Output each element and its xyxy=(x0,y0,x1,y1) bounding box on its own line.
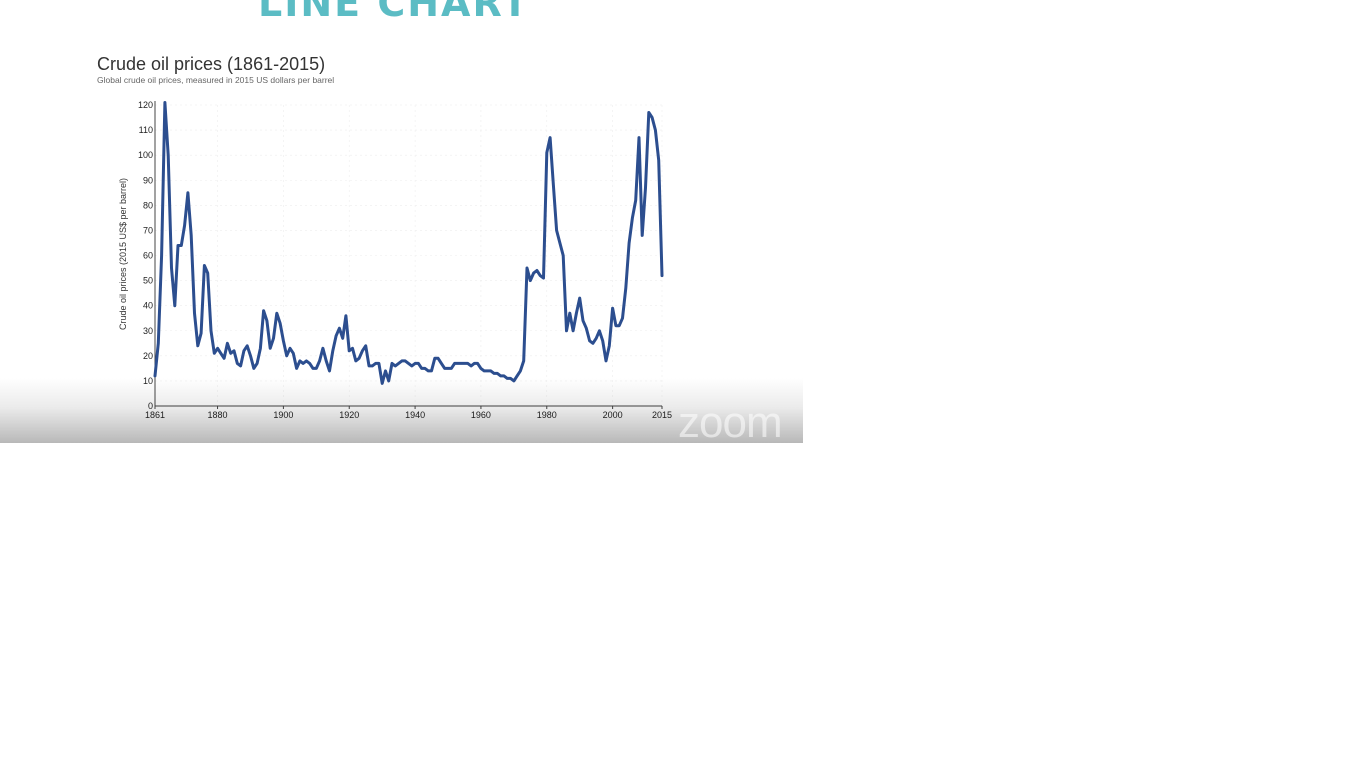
y-tick-label-2: 20 xyxy=(143,351,153,361)
chart-subtitle: Global crude oil prices, measured in 201… xyxy=(97,75,334,85)
slide-heading: LINE CHART xyxy=(258,0,530,25)
y-tick-label-5: 50 xyxy=(143,276,153,286)
slide-canvas: LINE CHART Crude oil prices (1861-2015) … xyxy=(0,0,803,443)
x-tick-label-8: 2015 xyxy=(652,410,672,420)
x-tick-label-4: 1940 xyxy=(405,410,425,420)
axis-layer xyxy=(154,101,663,409)
grid-layer xyxy=(155,104,663,406)
y-tick-label-12: 120 xyxy=(138,100,153,110)
series-line-0 xyxy=(153,101,664,385)
y-tick-label-1: 10 xyxy=(143,376,153,386)
y-tick-label-9: 90 xyxy=(143,175,153,185)
y-tick-label-6: 60 xyxy=(143,251,153,261)
y-tick-label-8: 80 xyxy=(143,200,153,210)
y-tick-label-4: 40 xyxy=(143,301,153,311)
series-layer xyxy=(153,101,664,385)
chart-title: Crude oil prices (1861-2015) xyxy=(97,54,325,74)
x-tick-label-3: 1920 xyxy=(339,410,359,420)
y-tick-label-3: 30 xyxy=(143,326,153,336)
x-tick-label-1: 1880 xyxy=(208,410,228,420)
y-tick-label-10: 100 xyxy=(138,150,153,160)
x-tick-label-2: 1900 xyxy=(273,410,293,420)
y-tick-label-0: 0 xyxy=(148,401,153,411)
x-tick-label-0: 1861 xyxy=(145,410,165,420)
line-chart: Crude oil prices (1861-2015) Global crud… xyxy=(86,44,803,443)
x-tick-label-7: 2000 xyxy=(603,410,623,420)
x-tick-label-6: 1980 xyxy=(537,410,557,420)
y-tick-label-7: 70 xyxy=(143,225,153,235)
y-tick-label-11: 110 xyxy=(139,125,153,135)
x-tick-label-5: 1960 xyxy=(471,410,491,420)
y-axis-title: Crude oil prices (2015 US$ per barrel) xyxy=(118,178,128,330)
chart-panel xyxy=(86,44,803,443)
tick-label-layer: 0 10 20 30 40 50 60 70 80 90 100 110 120 1861 1880 1900… xyxy=(138,100,672,420)
